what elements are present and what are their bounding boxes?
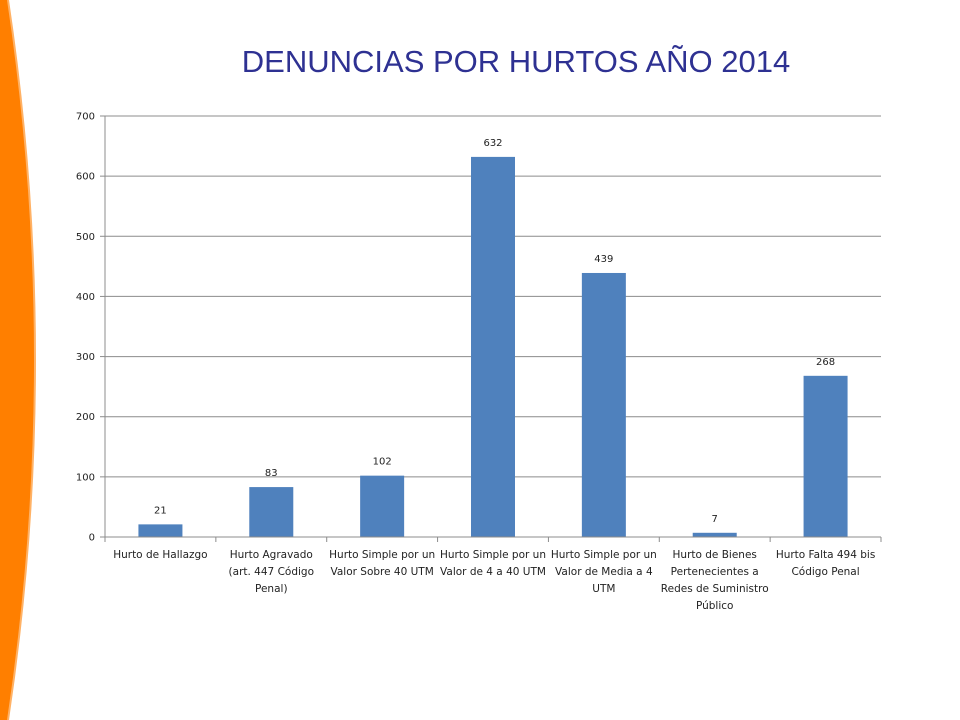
y-tick-label: 300 [76,352,95,363]
bar [471,156,515,537]
y-tick-label: 0 [89,533,95,544]
y-tick-label: 700 [76,112,95,123]
bar [138,524,183,537]
data-label: 21 [154,505,167,516]
bar [803,375,848,537]
bars [138,156,848,537]
axes [104,116,882,542]
x-category-label: Hurto Falta 494 bis Código Penal [776,549,876,578]
data-label: 439 [594,254,613,265]
x-category-label: Hurto Agravado (art. 447 Código Penal) [229,549,314,595]
chart-title: DENUNCIAS POR HURTOS AÑO 2014 [241,44,791,79]
x-category-label: Hurto de Hallazgo [113,549,207,561]
data-label: 7 [712,514,718,525]
bar [249,487,294,537]
data-label: 83 [265,468,278,479]
y-tick-label: 400 [76,292,95,303]
bar [581,272,626,537]
y-tick-label: 500 [76,232,95,243]
data-label: 102 [373,457,392,468]
orange-arc-highlight [7,0,36,720]
x-category-label: Hurto Simple por un Valor Sobre 40 UTM [329,549,435,578]
x-axis-category-labels: Hurto de Hallazgo Hurto Agravado (art. 447… [113,549,875,612]
y-axis-tick-labels: 0 100 200 300 400 500 600 700 [76,112,95,544]
y-tick-label: 600 [76,172,95,183]
data-label: 632 [483,138,502,149]
x-category-label: Hurto Simple por un Valor de 4 a 40 UTM [440,549,546,578]
bar [360,475,405,537]
x-category-label: Hurto de Bienes Pertenecientes a Redes de … [661,549,769,612]
x-category-label: Hurto Simple por un Valor de Media a 4 UTM [551,549,657,595]
data-label: 268 [816,357,835,368]
orange-arc-decoration [0,0,35,720]
y-tick-label: 200 [76,412,95,423]
bar [692,532,737,537]
data-labels: 21 83 102 632 439 7 268 [154,138,835,525]
y-tick-label: 100 [76,472,95,483]
